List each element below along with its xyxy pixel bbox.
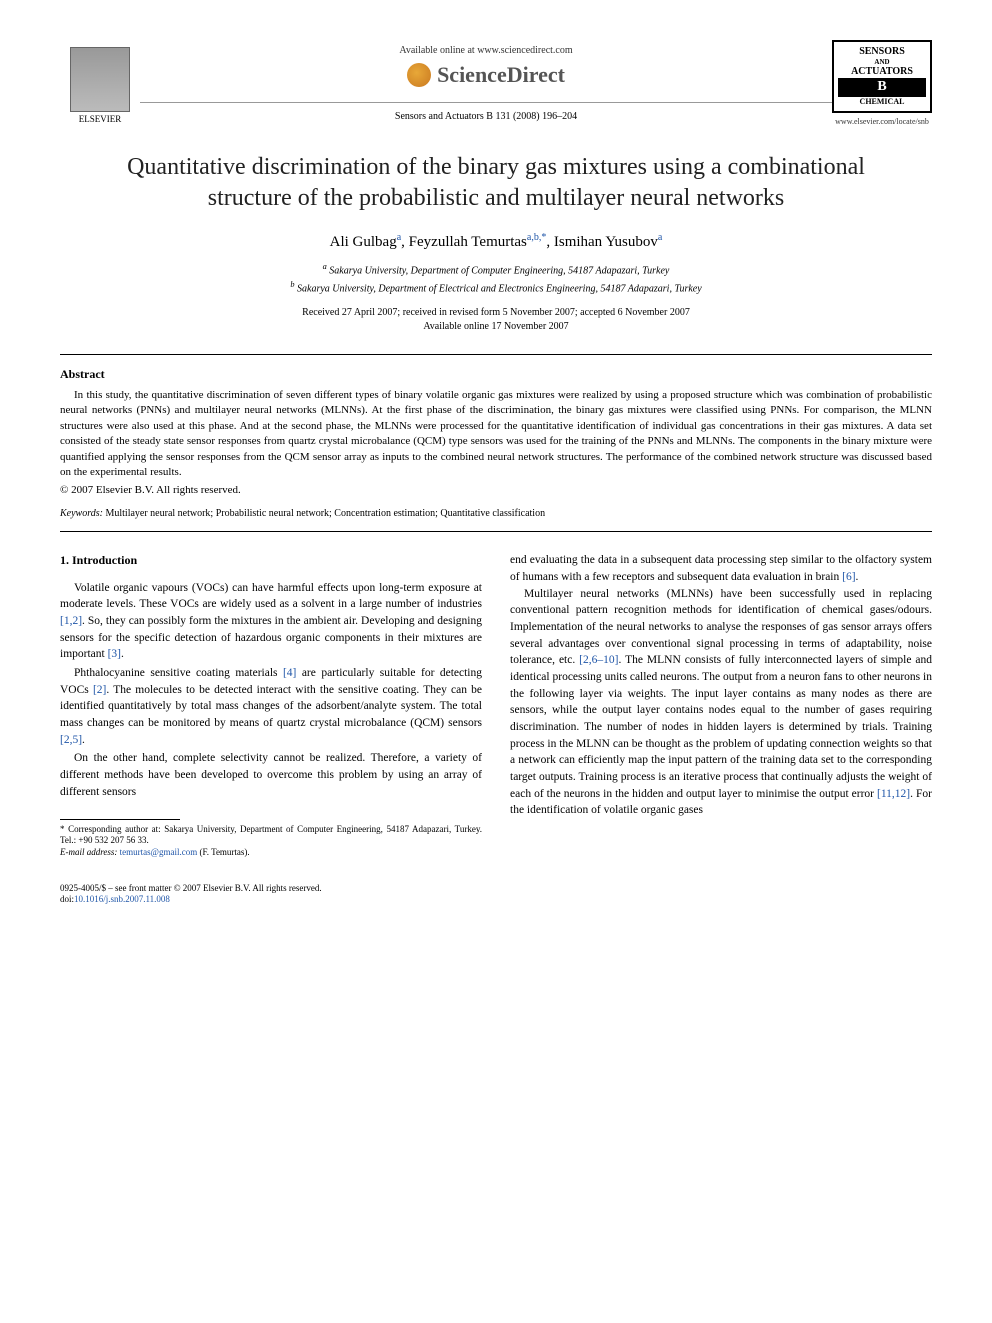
affiliation-a-text: Sakarya University, Department of Comput…	[329, 266, 669, 277]
front-matter-text: 0925-4005/$ – see front matter © 2007 El…	[60, 883, 932, 895]
affiliation-a: a Sakarya University, Department of Comp…	[60, 261, 932, 278]
ref-link-2-5[interactable]: [2,5]	[60, 734, 82, 746]
badge-line3: B	[838, 78, 926, 97]
doi-label: doi:	[60, 894, 74, 904]
intro-p1-c: .	[121, 648, 124, 660]
ref-link-6[interactable]: [6]	[842, 571, 855, 583]
article-dates: Received 27 April 2007; received in revi…	[60, 306, 932, 334]
intro-p2-c: . The molecules to be detected interact …	[60, 684, 482, 729]
author-3: Ismihan Yusubov	[554, 234, 658, 250]
keywords-label: Keywords:	[60, 508, 103, 519]
ref-link-3[interactable]: [3]	[108, 648, 121, 660]
abstract-copyright: © 2007 Elsevier B.V. All rights reserved…	[60, 484, 932, 496]
badge-line2: ACTUATORS	[838, 66, 926, 78]
doi-line: doi:10.1016/j.snb.2007.11.008	[60, 894, 932, 906]
intro-p1: Volatile organic vapours (VOCs) can have…	[60, 580, 482, 663]
email-line: E-mail address: temurtas@gmail.com (F. T…	[60, 847, 482, 859]
journal-badge: SENSORS AND ACTUATORS B CHEMICAL	[832, 40, 932, 113]
affiliation-b-text: Sakarya University, Department of Electr…	[297, 283, 702, 294]
left-column: 1. Introduction Volatile organic vapours…	[60, 552, 482, 858]
abstract-heading: Abstract	[60, 367, 932, 382]
author-1: Ali Gulbag	[330, 234, 397, 250]
elsevier-logo: ELSEVIER	[60, 40, 140, 130]
keywords-text: Multilayer neural network; Probabilistic…	[105, 508, 545, 519]
elsevier-tree-icon	[70, 47, 130, 112]
doi-link[interactable]: 10.1016/j.snb.2007.11.008	[74, 894, 170, 904]
body-columns: 1. Introduction Volatile organic vapours…	[60, 552, 932, 858]
email-suffix: (F. Temurtas).	[199, 847, 249, 857]
footnote-block: * Corresponding author at: Sakarya Unive…	[60, 824, 482, 859]
sd-swirl-icon	[407, 63, 431, 87]
footnote-separator	[60, 819, 180, 820]
intro-p1-a: Volatile organic vapours (VOCs) can have…	[60, 582, 482, 611]
article-title: Quantitative discrimination of the binar…	[100, 152, 892, 214]
header-rule	[140, 102, 832, 103]
center-header: Available online at www.sciencedirect.co…	[140, 40, 832, 122]
intro-p2-d: .	[82, 734, 85, 746]
journal-citation: Sensors and Actuators B 131 (2008) 196–2…	[140, 111, 832, 122]
ref-link-2[interactable]: [2]	[93, 684, 106, 696]
author-2-sup: a,b,*	[527, 232, 546, 243]
abstract-bottom-rule	[60, 531, 932, 532]
corresponding-author: * Corresponding author at: Sakarya Unive…	[60, 824, 482, 847]
intro-p5-b: . The MLNN consists of fully interconnec…	[510, 654, 932, 799]
abstract-top-rule	[60, 354, 932, 355]
authors-line: Ali Gulbaga, Feyzullah Temurtasa,b,*, Is…	[60, 232, 932, 251]
author-3-sup: a	[658, 232, 662, 243]
elsevier-label: ELSEVIER	[79, 114, 122, 124]
email-address[interactable]: temurtas@gmail.com	[120, 847, 198, 857]
intro-p2: Phthalocyanine sensitive coating materia…	[60, 665, 482, 748]
available-date: Available online 17 November 2007	[60, 320, 932, 334]
received-date: Received 27 April 2007; received in revi…	[60, 306, 932, 320]
affiliations: a Sakarya University, Department of Comp…	[60, 261, 932, 296]
intro-p2-a: Phthalocyanine sensitive coating materia…	[74, 667, 283, 679]
affiliation-b: b Sakarya University, Department of Elec…	[60, 279, 932, 296]
badge-and: AND	[838, 58, 926, 66]
author-1-sup: a	[397, 232, 401, 243]
email-label: E-mail address:	[60, 847, 117, 857]
intro-p4-a: end evaluating the data in a subsequent …	[510, 554, 932, 583]
intro-p4-b: .	[856, 571, 859, 583]
journal-url: www.elsevier.com/locate/snb	[832, 117, 932, 126]
ref-link-11-12[interactable]: [11,12]	[877, 788, 910, 800]
ref-link-2-6-10[interactable]: [2,6–10]	[579, 654, 618, 666]
introduction-heading: 1. Introduction	[60, 552, 482, 569]
badge-line1: SENSORS	[838, 46, 926, 58]
badge-line4: CHEMICAL	[838, 97, 926, 107]
page-footer: 0925-4005/$ – see front matter © 2007 El…	[60, 883, 932, 906]
author-2: Feyzullah Temurtas	[409, 234, 527, 250]
abstract-text: In this study, the quantitative discrimi…	[60, 388, 932, 480]
header-row: ELSEVIER Available online at www.science…	[60, 40, 932, 130]
intro-p3: On the other hand, complete selectivity …	[60, 750, 482, 800]
available-online-text: Available online at www.sciencedirect.co…	[140, 45, 832, 56]
sciencedirect-logo: ScienceDirect	[407, 62, 565, 88]
intro-p4: end evaluating the data in a subsequent …	[510, 552, 932, 585]
intro-p5: Multilayer neural networks (MLNNs) have …	[510, 586, 932, 819]
journal-logo-block: SENSORS AND ACTUATORS B CHEMICAL www.els…	[832, 40, 932, 126]
ref-link-4[interactable]: [4]	[283, 667, 296, 679]
sciencedirect-text: ScienceDirect	[437, 62, 565, 88]
keywords-line: Keywords: Multilayer neural network; Pro…	[60, 508, 932, 519]
ref-link-1-2[interactable]: [1,2]	[60, 615, 82, 627]
right-column: end evaluating the data in a subsequent …	[510, 552, 932, 858]
